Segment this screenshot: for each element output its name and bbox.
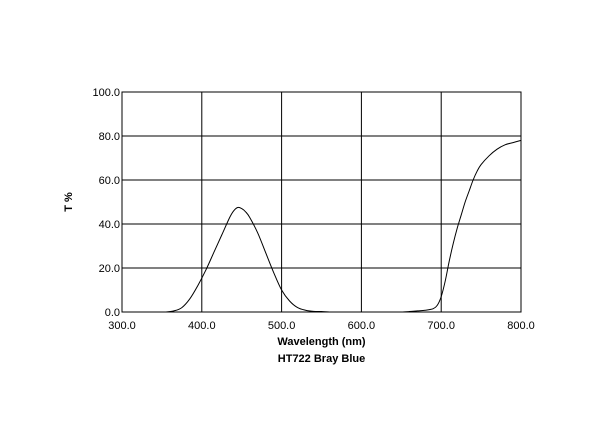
x-tick-label: 300.0 (108, 320, 136, 332)
x-tick-labels: 300.0 400.0 500.0 600.0 700.0 800.0 (108, 320, 535, 332)
y-tick-label: 80.0 (99, 131, 120, 143)
x-tick-label: 500.0 (268, 320, 296, 332)
x-tick-label: 700.0 (427, 320, 455, 332)
y-tick-label: 60.0 (99, 175, 120, 187)
chart-title: HT722 Bray Blue (278, 353, 365, 365)
y-axis-title: T % (63, 192, 75, 212)
grid-lines (122, 92, 521, 312)
y-tick-labels: 0.0 20.0 40.0 60.0 80.0 100.0 (92, 87, 120, 319)
x-tick-label: 800.0 (507, 320, 535, 332)
x-tick-label: 400.0 (188, 320, 216, 332)
y-tick-label: 0.0 (105, 307, 120, 319)
x-axis-title: Wavelength (nm) (277, 336, 366, 348)
y-tick-label: 20.0 (99, 263, 120, 275)
x-tick-label: 600.0 (348, 320, 376, 332)
plot-frame (121, 91, 522, 313)
y-tick-label: 100.0 (92, 87, 120, 99)
transmission-curve (121, 139, 522, 313)
y-tick-label: 40.0 (99, 219, 120, 231)
